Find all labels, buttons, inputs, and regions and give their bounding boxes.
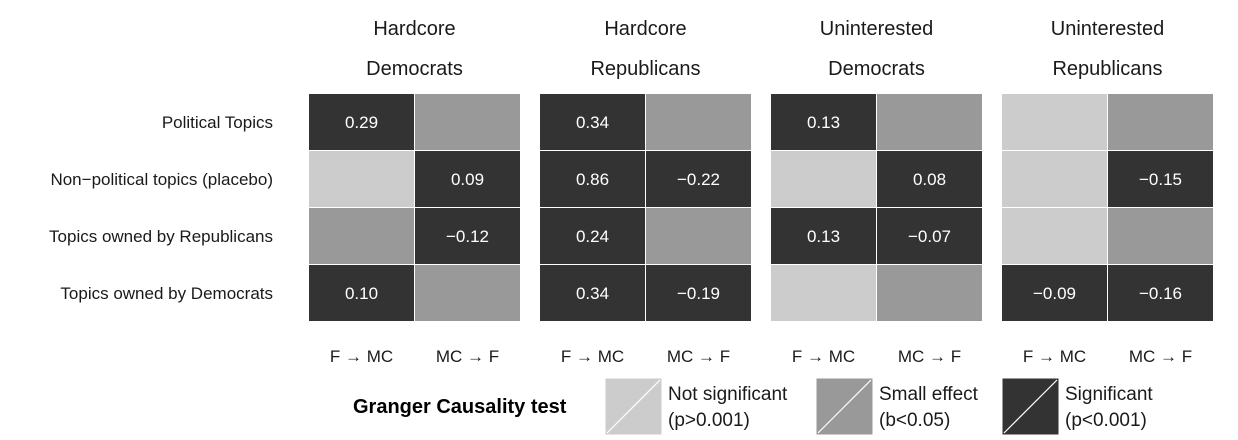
cell-value: 0.08: [913, 170, 946, 189]
panel-3: Uninterested Democrats 0.13 0.08 0.13 −0.07 F …: [771, 18, 982, 366]
panels: Hardcore Democrats 0.29 0.09 −0.12 0.10 F → MC…: [309, 18, 1213, 366]
cell-value: −0.15: [1139, 170, 1182, 189]
row-label-democrat-topics: Topics owned by Democrats: [60, 284, 273, 303]
heatmap-cell: [309, 208, 414, 264]
panel-title-line1: Uninterested: [1051, 18, 1164, 40]
legend-title: Granger Causality test: [353, 396, 567, 418]
cell-value: −0.07: [908, 227, 951, 246]
column-label: F → MC: [330, 347, 393, 366]
cell-value: 0.34: [576, 284, 609, 303]
legend-items: Not significant (p>0.001) Small effect (b<0…: [604, 377, 1153, 436]
cell-value: 0.24: [576, 227, 609, 246]
row-labels: Political Topics Non−political topics (p…: [49, 113, 273, 303]
cell-value: 0.13: [807, 227, 840, 246]
heatmap-cell: [540, 151, 645, 207]
legend-item-sig: Significant (p<0.001): [1001, 377, 1153, 436]
legend-item-small: Small effect (b<0.05): [815, 377, 979, 436]
heatmap-cell: [771, 208, 876, 264]
heatmap-cell: [309, 265, 414, 321]
column-label: MC → F: [667, 347, 730, 366]
heatmap-cell: [415, 94, 520, 150]
panel-1: Hardcore Democrats 0.29 0.09 −0.12 0.10 F → MC…: [309, 18, 520, 366]
row-label-political: Political Topics: [162, 113, 273, 132]
heatmap-cell: [877, 265, 982, 321]
cell-value: 0.09: [451, 170, 484, 189]
heatmap-cell: [1108, 265, 1213, 321]
column-label: MC → F: [1129, 347, 1192, 366]
heatmap-cell: [415, 151, 520, 207]
cell-value: −0.16: [1139, 284, 1182, 303]
heatmap-cell: [540, 208, 645, 264]
panel-title-line1: Hardcore: [373, 18, 455, 40]
panel-title-line2: Democrats: [828, 58, 925, 80]
legend-swatch-diagonal: [606, 379, 661, 434]
heatmap-cell: [646, 151, 751, 207]
legend-swatch-diagonal: [1003, 379, 1058, 434]
legend-sublabel: (p<0.001): [1065, 410, 1147, 431]
panel-title-line1: Hardcore: [604, 18, 686, 40]
cell-value: 0.86: [576, 170, 609, 189]
cell-value: −0.12: [446, 227, 489, 246]
cell-value: −0.09: [1033, 284, 1076, 303]
legend-label: Small effect: [879, 384, 979, 405]
heatmap-cell: [540, 265, 645, 321]
column-label: MC → F: [898, 347, 961, 366]
legend-label: Not significant: [668, 384, 788, 405]
heatmap-cell: [877, 151, 982, 207]
column-label: F → MC: [792, 347, 855, 366]
heatmap-cell: [1002, 94, 1107, 150]
row-label-republican-topics: Topics owned by Republicans: [49, 227, 273, 246]
heatmap-cell: [771, 151, 876, 207]
heatmap-cell: [540, 94, 645, 150]
heatmap-cell: [771, 265, 876, 321]
cell-value: 0.13: [807, 113, 840, 132]
heatmap-cell: [415, 265, 520, 321]
legend-sublabel: (b<0.05): [879, 410, 950, 431]
heatmap-cell: [1002, 208, 1107, 264]
legend-item-ns: Not significant (p>0.001): [604, 377, 788, 436]
panel-title-line2: Republicans: [590, 58, 700, 80]
heatmap-cell: [877, 94, 982, 150]
heatmap-cell: [415, 208, 520, 264]
cell-value: 0.29: [345, 113, 378, 132]
heatmap-cell: [1002, 265, 1107, 321]
cell-value: −0.19: [677, 284, 720, 303]
heatmap-cell: [646, 265, 751, 321]
panel-2: Hardcore Republicans 0.34 0.86 −0.22 0.24 0.34…: [540, 18, 751, 366]
panel-title-line1: Uninterested: [820, 18, 933, 40]
cell-value: 0.10: [345, 284, 378, 303]
column-label: F → MC: [1023, 347, 1086, 366]
heatmap-cell: [877, 208, 982, 264]
legend: Granger Causality test Not significant (p…: [353, 377, 1153, 436]
heatmap-cell: [1108, 151, 1213, 207]
heatmap-cell: [1002, 151, 1107, 207]
heatmap-cell: [646, 208, 751, 264]
heatmap-cell: [309, 94, 414, 150]
heatmap-cell: [771, 94, 876, 150]
legend-sublabel: (p>0.001): [668, 410, 750, 431]
column-label: F → MC: [561, 347, 624, 366]
panel-4: Uninterested Republicans −0.15 −0.09 −0.16 F …: [1002, 18, 1213, 366]
column-label: MC → F: [436, 347, 499, 366]
panel-title-line2: Democrats: [366, 58, 463, 80]
heatmap-cell: [646, 94, 751, 150]
panel-title-line2: Republicans: [1052, 58, 1162, 80]
heatmap-cell: [309, 151, 414, 207]
heatmap-cell: [1108, 208, 1213, 264]
heatmap-cell: [1108, 94, 1213, 150]
legend-swatch-diagonal: [817, 379, 872, 434]
row-label-nonpolitical: Non−political topics (placebo): [50, 170, 273, 189]
cell-value: 0.34: [576, 113, 609, 132]
cell-value: −0.22: [677, 170, 720, 189]
legend-label: Significant: [1065, 384, 1153, 405]
